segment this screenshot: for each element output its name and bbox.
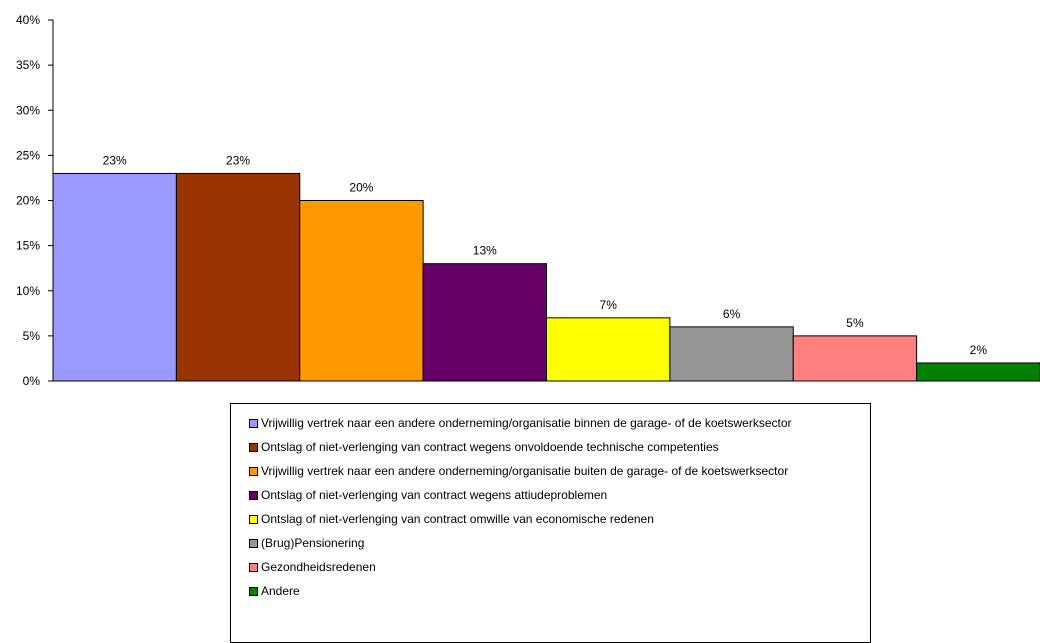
y-tick-label: 35% <box>16 58 40 72</box>
y-tick-label: 15% <box>16 239 40 253</box>
legend-item: (Brug)Pensionering <box>231 531 870 555</box>
legend-label: Vrijwillig vertrek naar een andere onder… <box>261 416 792 430</box>
legend-label: Ontslag of niet-verlenging van contract … <box>261 488 608 502</box>
legend-swatch <box>249 442 258 452</box>
legend-swatch <box>249 418 258 428</box>
bar-data-label: 2% <box>970 343 988 357</box>
legend-swatch <box>249 562 258 572</box>
legend-item: Ontslag of niet-verlenging van contract … <box>231 507 870 531</box>
legend-item: Ontslag of niet-verlenging van contract … <box>231 435 870 459</box>
bar <box>422 263 547 382</box>
legend-swatch <box>249 514 258 524</box>
legend-item: Ontslag of niet-verlenging van contract … <box>231 483 870 507</box>
bar-data-label: 23% <box>226 153 250 167</box>
bar <box>299 200 424 382</box>
bar-data-label: 13% <box>473 244 497 258</box>
legend-label: Ontslag of niet-verlenging van contract … <box>261 440 719 454</box>
legend-label: Vrijwillig vertrek naar een andere onder… <box>261 464 789 478</box>
bar-data-label: 23% <box>103 153 127 167</box>
y-tick-label: 10% <box>16 284 40 298</box>
legend-item: Vrijwillig vertrek naar een andere onder… <box>231 459 870 483</box>
legend-swatch <box>249 586 258 596</box>
bar-data-label: 7% <box>600 298 618 312</box>
y-tick-label: 20% <box>16 194 40 208</box>
y-tick-label: 0% <box>23 374 41 388</box>
legend-item: Gezondheidsredenen <box>231 555 870 579</box>
legend-swatch <box>249 490 258 500</box>
legend-swatch <box>249 466 258 476</box>
legend-label: Andere <box>261 584 300 598</box>
bar <box>669 326 794 382</box>
y-tick-label: 40% <box>16 13 40 27</box>
bar <box>175 172 301 382</box>
y-tick-label: 25% <box>16 148 40 162</box>
legend-swatch <box>249 538 258 548</box>
legend-item: Vrijwillig vertrek naar een andere onder… <box>231 411 870 435</box>
bar <box>52 172 177 382</box>
legend-label: Ontslag of niet-verlenging van contract … <box>261 512 654 526</box>
y-tick-label: 30% <box>16 103 40 117</box>
bar-data-label: 6% <box>723 307 741 321</box>
bar-data-label: 5% <box>846 316 864 330</box>
chart-legend: Vrijwillig vertrek naar een andere onder… <box>230 403 871 643</box>
bar-data-label: 20% <box>349 181 373 195</box>
bar <box>916 362 1040 382</box>
legend-label: Gezondheidsredenen <box>261 560 376 574</box>
y-tick-label: 5% <box>23 329 41 343</box>
legend-label: (Brug)Pensionering <box>261 536 365 550</box>
bar-chart: 0% 5% 10% 15% 20% 25% 30% 35% 40% 23% 23% 20% 13% 7%… <box>16 13 1040 388</box>
bar <box>792 335 918 382</box>
bar <box>546 317 671 382</box>
legend-item: Andere <box>231 579 870 603</box>
